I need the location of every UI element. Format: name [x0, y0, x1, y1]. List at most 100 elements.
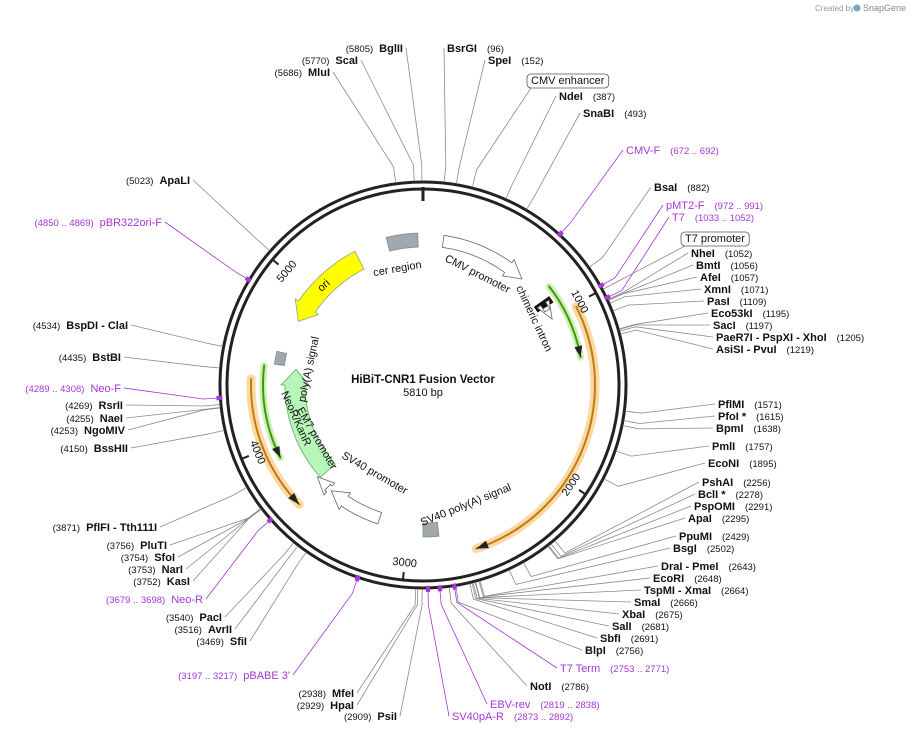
leader-line: [130, 324, 223, 347]
primer-name: T7: [672, 212, 685, 224]
green-arc-head: [574, 345, 583, 358]
site-name: MluI: [308, 67, 330, 79]
site-name: SbfI: [600, 633, 621, 645]
site-position: (1638): [754, 424, 781, 435]
primer-name: pBABE 3': [243, 670, 290, 682]
site-label: ApaI (2295): [688, 513, 749, 525]
site-position: (1571): [754, 400, 781, 411]
site-position: (2256): [743, 478, 770, 489]
site-name: NaeI: [100, 413, 123, 425]
neor-arrow: [280, 368, 336, 478]
primer-range: (2819 .. 2838): [540, 700, 599, 711]
ring-tick: [401, 571, 405, 581]
site-label: (5686) MluI: [275, 67, 330, 79]
site-position: (3469): [196, 637, 223, 648]
site-position: (2502): [707, 544, 734, 555]
leader-line: [399, 588, 423, 717]
leader-line: [455, 59, 486, 184]
site-name: XmnI: [704, 284, 731, 296]
site-position: (2786): [561, 682, 588, 693]
primer-label: SV40pA-R (2873 .. 2892): [452, 711, 573, 723]
site-label: PasI (1109): [707, 296, 766, 308]
site-position: (2643): [728, 562, 755, 573]
primer-name: pBR322ori-F: [100, 217, 163, 229]
primer-mark: [437, 585, 443, 592]
primer-label: CMV-F (672 .. 692): [626, 145, 719, 157]
polya-signal-box: [274, 350, 288, 366]
site-label: (3871) PflFI - Tth111I: [53, 522, 157, 534]
site-name: PaeR7I - PspXI - XhoI: [716, 332, 827, 344]
site-position: (2429): [722, 532, 749, 543]
site-label: PshAI (2256): [702, 477, 771, 489]
site-position: (2278): [736, 490, 763, 501]
site-name: PflMI: [718, 399, 744, 411]
site-name: NgoMIV: [84, 425, 126, 437]
site-name: PsiI: [377, 711, 397, 723]
site-label: (3469) SfiI: [196, 636, 247, 648]
site-name: DraI - PmeI: [661, 561, 718, 573]
leader-line: [125, 404, 220, 407]
leader-line: [471, 582, 610, 627]
primer-range: (3197 .. 3217): [178, 671, 237, 682]
site-label: BsaI (882): [654, 182, 709, 194]
site-name: NheI: [691, 248, 715, 260]
site-position: (1071): [741, 285, 768, 296]
sv40-polya-box: [422, 521, 440, 538]
site-label: (5805) BglII: [346, 43, 403, 55]
leader-line: [608, 276, 698, 301]
site-position: (1757): [745, 442, 772, 453]
primer-label: (3679 .. 3698) Neo-R: [106, 594, 203, 606]
site-label: (3754) SfoI: [121, 552, 175, 564]
site-label: SalI (2681): [612, 621, 669, 633]
site-label: (5023) ApaLI: [126, 175, 190, 187]
site-position: (4269): [65, 401, 92, 412]
primer-label: (4850 .. 4869) pBR322ori-F: [34, 217, 162, 229]
site-position: (1197): [746, 321, 773, 332]
green-arc-left: [262, 364, 282, 459]
cmv-promoter-arrow: [441, 235, 523, 280]
site-name: PfoI *: [718, 411, 747, 423]
site-position: (96): [487, 44, 504, 55]
leader-line: [619, 324, 711, 330]
site-name: AfeI: [700, 272, 721, 284]
site-position: (2756): [616, 646, 643, 657]
primer-name: Neo-R: [171, 594, 203, 606]
label-box: [526, 73, 610, 89]
site-name: ApaLI: [159, 175, 190, 187]
leader-line: [602, 245, 686, 290]
site-name: BglII: [379, 43, 403, 55]
site-name: SfoI: [154, 552, 175, 564]
site-position: (3540): [166, 613, 193, 624]
site-position: (152): [521, 56, 543, 67]
site-position: (4150): [60, 444, 87, 455]
leader-line: [127, 407, 221, 431]
site-name: BclI *: [698, 489, 726, 501]
primer-label: T7 (1033 .. 1052): [672, 212, 754, 224]
em7-promoter-arrow: [316, 476, 336, 496]
primer-name: Neo-F: [90, 383, 121, 395]
site-name: HpaI: [330, 700, 354, 712]
site-name: PmlI: [712, 441, 735, 453]
site-name: BspDI - ClaI: [66, 320, 128, 332]
leader-line: [169, 508, 261, 546]
leader-line: [472, 582, 620, 615]
leader-line: [360, 59, 415, 182]
leader-line: [607, 216, 670, 298]
primer-label: pMT2-F (972 .. 991): [666, 200, 763, 212]
primer-mark: [452, 583, 457, 590]
site-label: (4269) RsrII: [65, 400, 123, 412]
site-name: XbaI: [622, 609, 645, 621]
leader-line: [439, 588, 488, 705]
site-label: PflMI (1571): [718, 399, 782, 411]
leader-line: [130, 430, 225, 449]
site-name: BsrGI: [447, 43, 477, 55]
leader-line: [589, 186, 652, 268]
site-name: EcoNI: [708, 458, 739, 470]
site-label: (2929) HpaI: [297, 700, 354, 712]
site-label: BmtI (1056): [696, 260, 758, 272]
site-position: (4253): [51, 426, 78, 437]
leader-line: [164, 221, 249, 280]
credit-prefix: Created by: [815, 4, 854, 13]
primer-range: (972 .. 991): [715, 201, 764, 212]
leader-line: [205, 519, 271, 600]
